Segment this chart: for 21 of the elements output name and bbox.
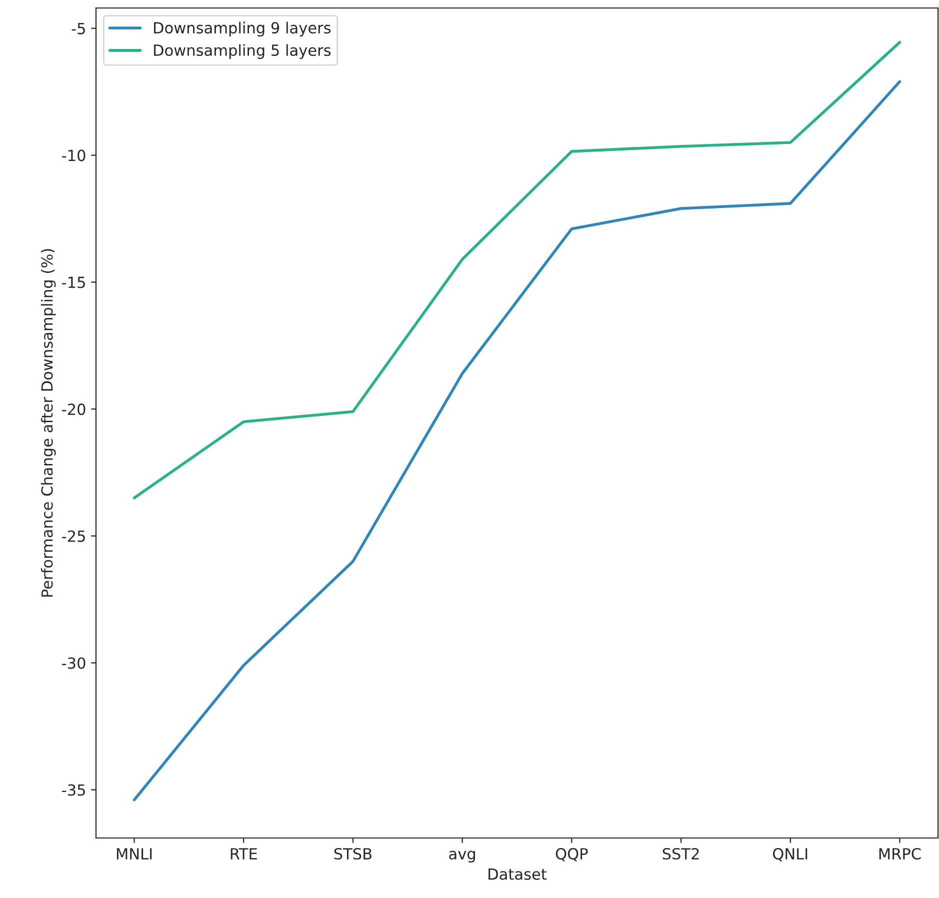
x-tick-label: QQP (556, 848, 588, 862)
x-tick-label: MNLI (116, 848, 152, 860)
legend-label: Downsampling 5 layers (154, 44, 331, 59)
x-tick-label: STSB (334, 848, 372, 860)
y-tick-label: -30 (62, 657, 86, 669)
x-tick-label: MRPC (879, 848, 921, 860)
y-tick-label: -5 (72, 22, 85, 34)
x-tick-label: QNLI (772, 848, 808, 862)
y-tick-label: -35 (62, 784, 85, 796)
y-axis-title: Performance Change after Downsampling (%) (40, 249, 56, 597)
line-series (132, 80, 902, 802)
y-tick-label: -15 (62, 276, 85, 288)
x-tick-label: avg (449, 850, 475, 863)
x-axis-title: Dataset (488, 868, 547, 880)
legend-label: Downsampling 9 layers (154, 22, 331, 37)
x-tick-label: SST2 (662, 848, 699, 860)
line-series (132, 40, 902, 500)
y-tick-label: -10 (62, 150, 86, 162)
y-tick-label: -20 (62, 404, 86, 416)
x-tick-label: RTE (230, 848, 257, 860)
y-tick-label: -25 (62, 530, 85, 542)
